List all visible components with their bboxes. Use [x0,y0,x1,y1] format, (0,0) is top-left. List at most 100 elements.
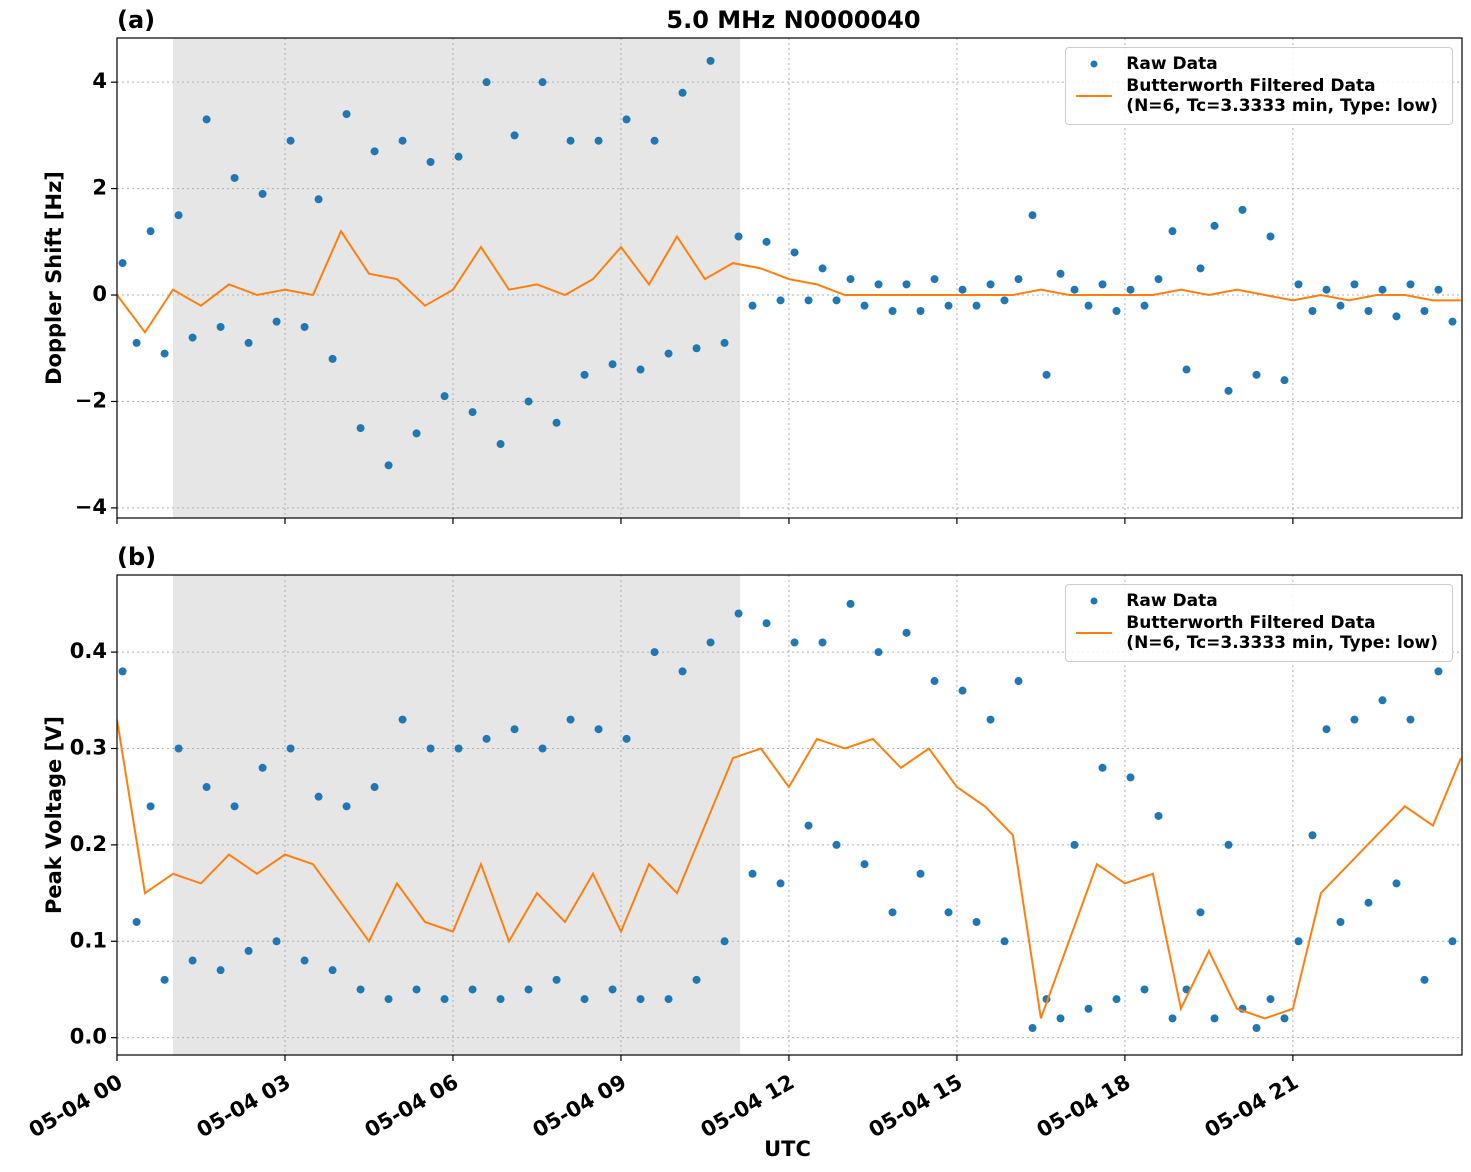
raw-point [664,995,673,1004]
raw-point [1042,370,1051,379]
raw-point [930,275,939,284]
raw-point [580,995,589,1004]
raw-point [1364,898,1373,907]
y-tick-label: 2 [92,176,107,200]
legend-marker [1090,597,1098,605]
plot-area [117,56,1461,470]
raw-point [1336,917,1345,926]
raw-point [496,995,505,1004]
raw-point [440,995,449,1004]
raw-point [300,956,309,965]
raw-point [1350,715,1359,724]
y-tick-label: −4 [75,495,107,519]
raw-point [1420,306,1429,315]
raw-point [230,173,239,182]
raw-point [734,609,743,618]
raw-point [314,195,323,204]
raw-point [426,744,435,753]
raw-point [608,360,617,369]
legend-swatch [1090,60,1098,68]
raw-point [1000,937,1009,946]
raw-point [188,333,197,342]
raw-point [1350,280,1359,289]
raw-point [888,908,897,917]
raw-point [286,136,295,145]
raw-point [1028,1024,1037,1033]
raw-point [538,78,547,87]
x-tick-label: 05-04 03 [193,1070,295,1143]
raw-point [300,322,309,331]
raw-point [874,280,883,289]
raw-point [174,744,183,753]
raw-point [1014,275,1023,284]
legend-entry: Raw Data [1074,54,1438,74]
raw-point [944,301,953,310]
raw-point [1000,296,1009,305]
axes-frame [116,574,1463,1056]
raw-point [1154,275,1163,284]
raw-point [972,917,981,926]
x-axis-label: UTC [764,1137,811,1161]
raw-point [1448,937,1457,946]
x-tick-label: 05-04 21 [1201,1070,1303,1143]
raw-point [944,908,953,917]
raw-point [1238,205,1247,214]
raw-point [398,136,407,145]
raw-point [678,88,687,97]
raw-point [846,599,855,608]
raw-point [930,677,939,686]
raw-point [1294,937,1303,946]
legend-entry: Butterworth Filtered Data (N=6, Tc=3.333… [1074,613,1438,653]
raw-point [986,280,995,289]
raw-point [874,648,883,657]
raw-point [594,725,603,734]
raw-point [1084,301,1093,310]
raw-point [188,956,197,965]
y-tick-label: 4 [92,69,107,93]
raw-point [1126,285,1135,294]
legend-label: Butterworth Filtered Data (N=6, Tc=3.333… [1126,613,1438,653]
raw-point [342,802,351,811]
raw-point [1322,725,1331,734]
raw-point [328,966,337,975]
raw-point [1224,840,1233,849]
raw-point [1126,773,1135,782]
raw-point [636,995,645,1004]
raw-point [566,136,575,145]
panel-label: (a) [117,6,155,34]
legend: Raw Data Butterworth Filtered Data (N=6, … [1065,584,1453,662]
raw-point [804,821,813,830]
raw-point [160,349,169,358]
raw-point [1406,280,1415,289]
raw-point [916,306,925,315]
raw-point [664,349,673,358]
raw-point [1392,879,1401,888]
raw-point [524,397,533,406]
raw-point [846,275,855,284]
raw-point [370,147,379,156]
raw-point [1378,696,1387,705]
raw-point [720,937,729,946]
raw-point [1084,1004,1093,1013]
raw-point [426,157,435,166]
raw-point [1182,365,1191,374]
raw-point [510,725,519,734]
raw-point [1154,811,1163,820]
raw-point [958,686,967,695]
y-axis-label: Peak Voltage [V] [42,716,66,914]
raw-point [1056,1014,1065,1023]
raw-point [356,424,365,433]
raw-point [566,715,575,724]
raw-point [412,429,421,438]
raw-point [1294,280,1303,289]
raw-point [1196,908,1205,917]
x-tick-label: 05-04 00 [25,1070,127,1143]
raw-point [650,648,659,657]
raw-point [832,296,841,305]
y-tick-label: −2 [75,388,107,412]
raw-point [706,56,715,65]
legend: Raw Data Butterworth Filtered Data (N=6, … [1065,47,1453,125]
raw-point [384,461,393,470]
raw-point [356,985,365,994]
raw-point [580,370,589,379]
